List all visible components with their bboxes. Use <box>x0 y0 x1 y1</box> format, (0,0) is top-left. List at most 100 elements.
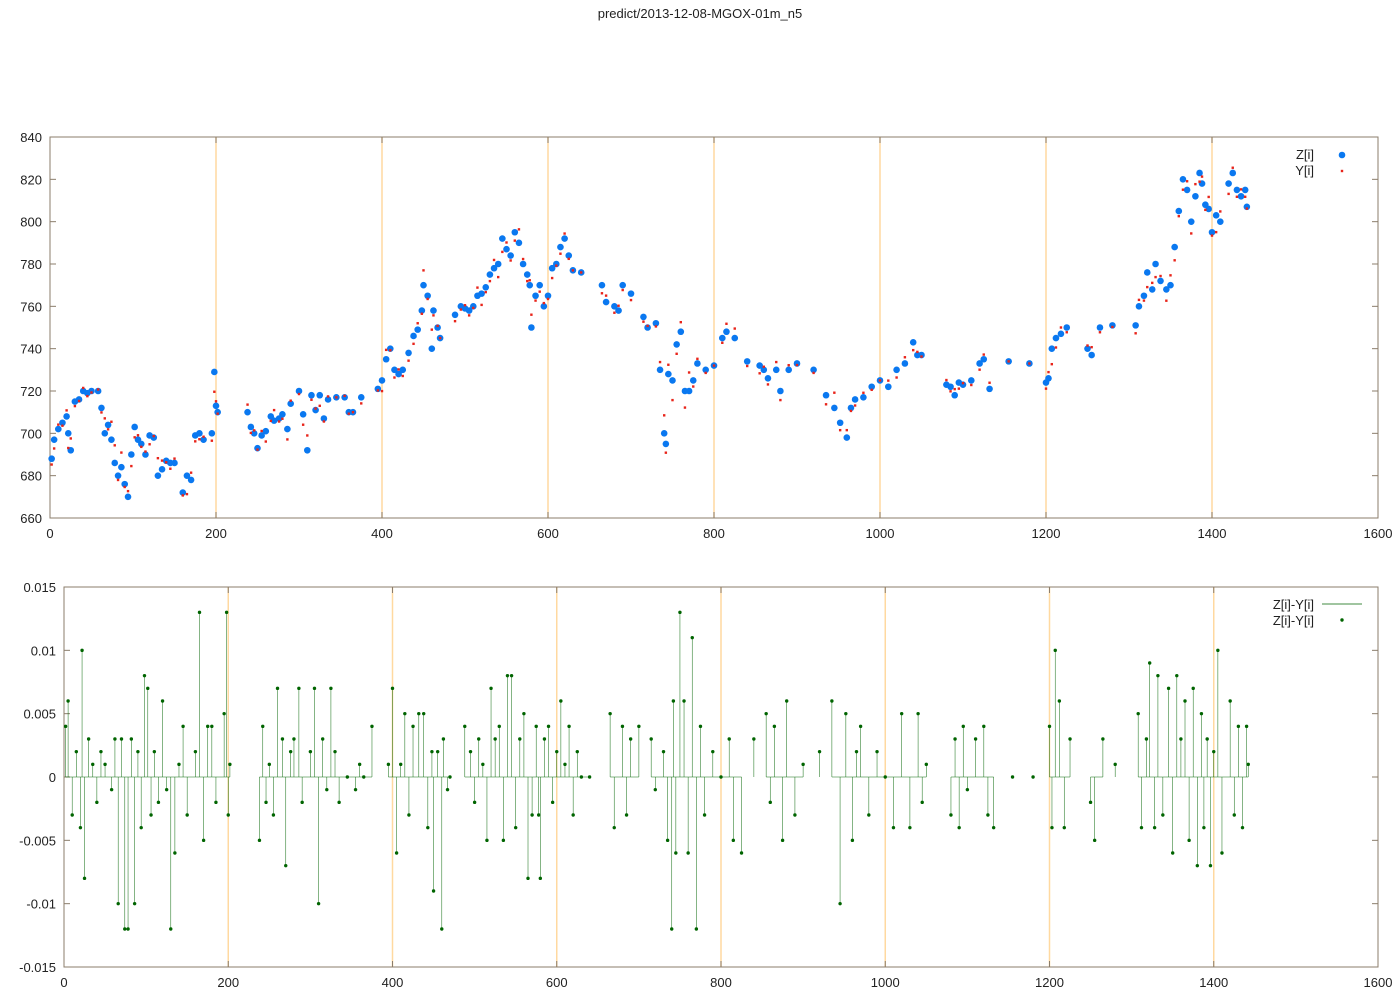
residual-point <box>538 876 543 881</box>
y-point <box>870 388 873 392</box>
residual-point <box>370 724 374 729</box>
residual-point <box>228 762 232 767</box>
z-point <box>341 394 348 401</box>
residual-point <box>353 787 358 792</box>
y-point <box>165 461 168 464</box>
residual-point <box>1183 699 1187 703</box>
y-point <box>733 327 736 330</box>
z-point <box>507 252 514 259</box>
y-point <box>1204 208 1207 212</box>
residual-point <box>300 800 304 805</box>
z-point <box>200 436 207 443</box>
residual-point <box>288 749 293 754</box>
y-point <box>675 352 678 356</box>
z-point <box>499 235 506 242</box>
z-point <box>868 383 875 391</box>
residual-point <box>357 762 362 767</box>
residual-point <box>103 762 107 767</box>
residual-point <box>362 775 366 779</box>
y-point <box>1065 331 1068 334</box>
z-point <box>843 434 851 441</box>
residual-point <box>497 724 501 729</box>
residual-point <box>649 737 653 741</box>
z-point <box>1192 192 1199 200</box>
y-point <box>269 419 272 423</box>
residual-point <box>850 838 855 843</box>
y-point <box>887 379 890 382</box>
y-tick-label: 780 <box>20 257 42 272</box>
y-point <box>953 387 956 391</box>
residual-point <box>271 813 276 817</box>
plot-frame <box>49 136 1379 519</box>
residual-point <box>193 749 198 754</box>
z-point <box>644 324 651 331</box>
y-point <box>277 420 281 423</box>
residual-point <box>399 762 403 767</box>
y-point <box>1111 325 1114 329</box>
y-point <box>57 423 60 426</box>
z-point <box>719 334 726 342</box>
residual-point <box>468 749 473 754</box>
x-tick-label: 0 <box>60 975 67 990</box>
z-point <box>598 281 606 289</box>
residual-point <box>95 800 99 805</box>
z-point <box>1163 286 1170 293</box>
residual-point <box>920 800 924 805</box>
y-point <box>432 314 435 317</box>
z-point <box>154 472 162 479</box>
residual-point <box>1244 724 1249 729</box>
residual-point <box>435 749 440 754</box>
residual-point <box>670 927 674 931</box>
y-point <box>77 399 81 403</box>
z-point <box>211 368 218 376</box>
x-tick-label: 400 <box>371 526 393 541</box>
y-point <box>1050 362 1054 366</box>
z-point <box>254 444 261 452</box>
y-point <box>467 314 471 317</box>
residual-point <box>224 610 229 615</box>
residual-point <box>501 838 506 843</box>
y-point <box>1244 195 1247 198</box>
z-point <box>772 366 780 374</box>
z-point <box>689 377 697 384</box>
residual-point <box>284 863 288 868</box>
z-point <box>1205 205 1212 213</box>
z-point <box>121 480 128 488</box>
y-point <box>563 232 566 235</box>
y-point <box>671 398 674 402</box>
y-tick-label: -0.01 <box>26 897 56 912</box>
residual-point <box>394 851 399 855</box>
residual-point <box>113 737 117 741</box>
z-point <box>374 385 382 393</box>
x-tick-label: 800 <box>703 526 725 541</box>
residual-point <box>173 851 177 855</box>
y-point <box>521 257 525 261</box>
y-point <box>422 269 425 272</box>
residual-point <box>80 648 84 653</box>
z-point <box>885 383 892 391</box>
y-tick-label: 0.015 <box>23 580 56 595</box>
y-point <box>629 298 633 302</box>
residual-point <box>197 610 202 615</box>
z-point <box>976 360 983 367</box>
z-point <box>387 345 394 352</box>
residual-point <box>82 876 87 881</box>
residual-point <box>472 800 477 805</box>
residual-point <box>883 775 887 779</box>
y-point <box>249 431 253 435</box>
x-tick-label: 1400 <box>1199 975 1228 990</box>
z-point <box>1212 212 1220 219</box>
residual-point <box>214 800 218 805</box>
residual-point <box>123 927 127 931</box>
z-point <box>947 383 954 391</box>
residual-point <box>1068 737 1072 741</box>
y-point <box>140 445 143 449</box>
residual-point <box>1170 851 1175 855</box>
y-tick-label: 0 <box>49 770 56 785</box>
y-tick-label: 760 <box>20 299 42 314</box>
residual-point <box>924 762 929 767</box>
residual-point <box>139 825 143 830</box>
y-point <box>484 290 487 294</box>
y-point <box>501 250 504 254</box>
y-point <box>1028 362 1031 365</box>
